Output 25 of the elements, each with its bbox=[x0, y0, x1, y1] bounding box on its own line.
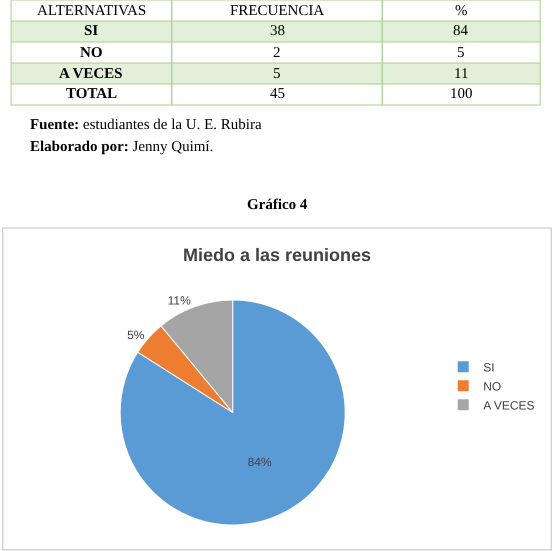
category-label: SI bbox=[84, 23, 98, 39]
data-label: 38 bbox=[270, 23, 285, 39]
series-label: FRECUENCIA bbox=[230, 3, 324, 19]
chart-title: Miedo a las reuniones bbox=[183, 245, 372, 265]
data-label: 5% bbox=[127, 328, 145, 342]
legend-label: A VECES bbox=[483, 398, 535, 412]
category-label: NO bbox=[80, 45, 102, 61]
text: Elaborado por: Jenny Quimí. bbox=[30, 139, 214, 155]
source-note: Fuente: estudiantes de la U. E. Rubira bbox=[30, 117, 262, 133]
text: ALTERNATIVAS bbox=[37, 3, 146, 19]
data-label: 5 bbox=[273, 66, 280, 82]
legend-label: NO bbox=[483, 379, 502, 394]
series-label: % bbox=[455, 3, 468, 19]
legend-label: SI bbox=[483, 360, 495, 374]
data-label: 45 bbox=[270, 86, 285, 102]
data-label: 2 bbox=[273, 45, 280, 61]
data-label: 11 bbox=[454, 66, 468, 82]
data-label: 100 bbox=[450, 86, 472, 102]
data-label: 5 bbox=[457, 45, 464, 61]
data-label: 84% bbox=[248, 454, 272, 469]
data-label: 84 bbox=[453, 23, 468, 39]
category-label: A VECES bbox=[59, 66, 123, 82]
data-label: 11% bbox=[168, 293, 192, 308]
category-label: TOTAL bbox=[66, 86, 118, 102]
text: Gráfico 4 bbox=[247, 197, 308, 213]
